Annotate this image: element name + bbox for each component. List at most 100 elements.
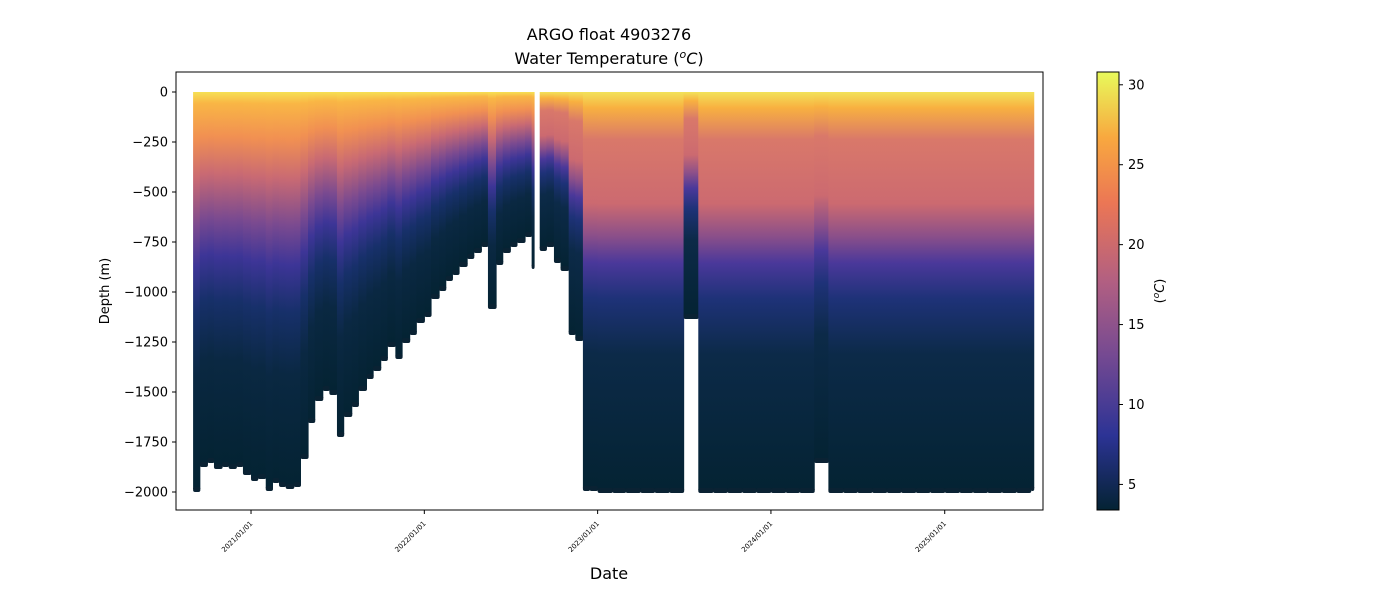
profile-bottom-marker [272, 478, 280, 483]
profile-column [669, 92, 685, 490]
subtitle-unit: C [686, 49, 698, 68]
profile-column [300, 92, 309, 456]
profile-bottom-marker [930, 488, 946, 493]
y-tick-label: −2000 [124, 486, 168, 501]
colorbar-tick-label: 25 [1128, 158, 1145, 173]
profile-column [458, 92, 468, 264]
y-tick-label: −1250 [124, 336, 168, 351]
profile-bottom-marker [285, 484, 295, 489]
profile-column [654, 92, 670, 490]
profile-bottom-marker [799, 488, 815, 493]
colorbar-tick-label: 20 [1128, 238, 1145, 253]
profile-bottom-marker [452, 270, 460, 275]
profile-column [713, 92, 728, 490]
profile-bottom-marker [886, 488, 902, 493]
x-tick-label: 2024/01/01 [740, 520, 774, 554]
profile-column [373, 92, 382, 368]
profile-column [257, 92, 267, 476]
profile-column [972, 92, 989, 490]
y-tick-label: −1500 [124, 386, 168, 401]
y-axis: 0 −250 −500 −750 −1000 −1250 −1500 −1750 −2000 [124, 86, 176, 501]
profile-bottom-marker [279, 482, 287, 487]
profile-bottom-marker [612, 488, 627, 493]
profile-column [857, 92, 873, 490]
profile-column [430, 92, 440, 296]
profile-column [473, 92, 482, 250]
profile-bottom-marker [358, 386, 367, 391]
profile-column [293, 92, 301, 484]
profile-bottom-marker [546, 242, 555, 247]
profile-bottom-marker [785, 488, 801, 493]
colorbar-label: (oC) [1152, 279, 1168, 304]
profile-column [199, 92, 208, 464]
profile-bottom-marker [265, 486, 273, 491]
profile-bottom-marker [872, 488, 888, 493]
profile-column [314, 92, 324, 398]
profile-column [242, 92, 252, 472]
profile-column [1016, 92, 1032, 490]
profile-column [322, 92, 330, 388]
profile-column [265, 92, 273, 488]
profile-column [395, 92, 403, 356]
subtitle-prefix: Water Temperature ( [514, 49, 679, 68]
profile-bottom-marker [373, 366, 382, 371]
profile-bottom-marker [467, 254, 475, 259]
profile-bottom-marker [972, 488, 989, 493]
profile-bottom-marker [828, 488, 844, 493]
profile-bottom-marker [1001, 488, 1018, 493]
profile-column [452, 92, 460, 272]
profile-bottom-marker [560, 266, 570, 271]
profile-column [553, 92, 562, 260]
profile-bottom-marker [293, 482, 301, 487]
profile-column [814, 92, 829, 460]
profile-bottom-marker [654, 488, 670, 493]
x-tick-label: 2021/01/01 [220, 520, 254, 554]
profile-column [727, 92, 743, 490]
profile-bottom-marker [395, 354, 403, 359]
profile-column [445, 92, 453, 278]
profile-column [546, 92, 555, 244]
profile-bottom-marker [698, 488, 714, 493]
colorbar [1096, 71, 1120, 511]
colorbar-tick-label: 5 [1128, 478, 1136, 493]
profile-column [193, 92, 201, 489]
profile-bottom-marker [314, 396, 324, 401]
profile-column [380, 92, 388, 358]
profile-column [785, 92, 801, 490]
profile-column [582, 92, 591, 488]
profile-column [207, 92, 215, 460]
profile-column [589, 92, 599, 488]
profile-bottom-marker [502, 248, 511, 253]
profile-column [467, 92, 475, 256]
profile-column [279, 92, 287, 484]
profile-bottom-marker [251, 476, 259, 481]
profile-column [228, 92, 237, 466]
profile-bottom-marker [242, 470, 252, 475]
profile-column [539, 92, 547, 248]
x-tick-label: 2023/01/01 [567, 520, 601, 554]
profile-column [336, 92, 345, 434]
profile-column [213, 92, 223, 466]
profile-bottom-marker [236, 462, 244, 467]
profile-bottom-marker [901, 488, 917, 493]
profile-bottom-marker [329, 390, 338, 395]
colorbar-label-suffix: ) [1153, 279, 1168, 284]
profile-column [930, 92, 946, 490]
profile-bottom-marker [424, 312, 432, 317]
profile-column [612, 92, 627, 490]
profile-bottom-marker [207, 458, 215, 463]
profile-bottom-marker [669, 488, 685, 493]
profile-column [343, 92, 353, 414]
profile-column [222, 92, 230, 464]
colorbar-label-unit: C [1153, 283, 1168, 293]
profile-column [487, 92, 497, 306]
colorbar-tick-label: 15 [1128, 318, 1145, 333]
profile-bottom-marker [380, 356, 388, 361]
colorbar-axis: 5 10 15 20 25 30 [1119, 78, 1145, 493]
colorbar-tick-label: 10 [1128, 398, 1145, 413]
profile-column [516, 92, 526, 240]
profile-column [481, 92, 489, 244]
profile-bottom-marker [213, 464, 223, 469]
